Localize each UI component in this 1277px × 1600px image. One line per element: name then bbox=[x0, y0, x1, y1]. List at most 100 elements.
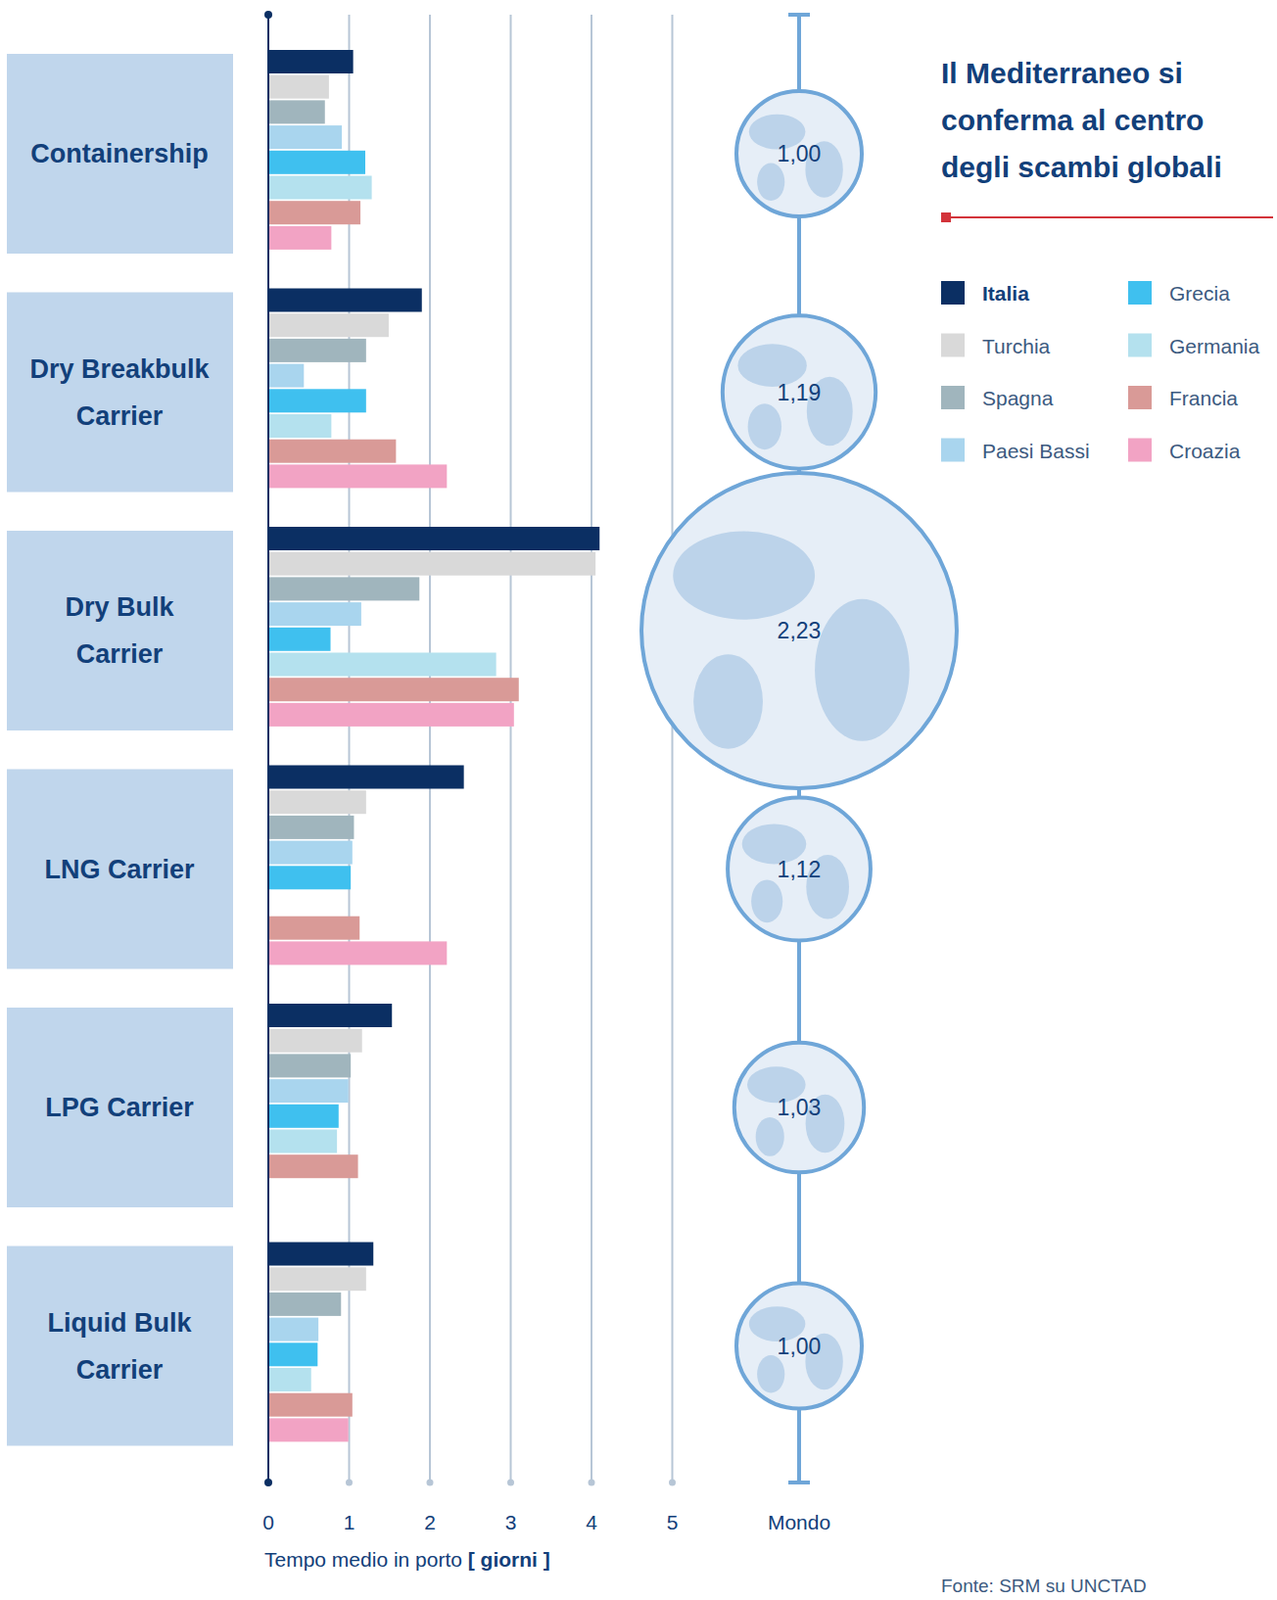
bar bbox=[268, 439, 396, 464]
tick-label: 5 bbox=[666, 1511, 679, 1534]
bar bbox=[268, 200, 361, 225]
bar bbox=[268, 99, 326, 124]
bar bbox=[268, 865, 351, 890]
bar bbox=[268, 790, 367, 814]
bar bbox=[268, 1003, 392, 1028]
tick-dot bbox=[507, 1479, 515, 1487]
legend-swatch bbox=[941, 281, 965, 305]
bar bbox=[268, 653, 497, 677]
bar bbox=[268, 1242, 374, 1267]
tick-label: 3 bbox=[505, 1511, 518, 1534]
title-rule-marker bbox=[941, 212, 951, 223]
bar bbox=[268, 464, 447, 488]
legend-label: Italia bbox=[982, 282, 1030, 305]
grid-line bbox=[428, 14, 431, 1483]
category-label: Dry BulkCarrier bbox=[64, 592, 175, 669]
bar bbox=[268, 916, 360, 941]
legend-label: Croazia bbox=[1169, 439, 1241, 463]
category-label: Dry BreakbulkCarrier bbox=[29, 354, 210, 431]
grid-line bbox=[590, 14, 593, 1483]
data-label: 1,03 bbox=[777, 1094, 822, 1121]
globe-land bbox=[756, 1117, 785, 1157]
bar bbox=[268, 364, 304, 388]
globe-land bbox=[814, 599, 910, 742]
bar bbox=[268, 526, 600, 551]
bar bbox=[268, 677, 520, 702]
category-label: Liquid BulkCarrier bbox=[47, 1308, 193, 1385]
bar bbox=[268, 627, 332, 652]
category-box bbox=[6, 530, 234, 731]
axis-line bbox=[267, 14, 270, 1483]
globe bbox=[641, 472, 957, 789]
reference-cap bbox=[788, 1480, 810, 1485]
data-label: 1,12 bbox=[777, 856, 822, 883]
globe bbox=[736, 1283, 862, 1410]
legend-swatch bbox=[1128, 385, 1152, 410]
globe bbox=[734, 1042, 864, 1173]
grid-line bbox=[671, 14, 674, 1483]
category-box bbox=[6, 1246, 234, 1447]
bar bbox=[268, 765, 465, 790]
bar bbox=[268, 703, 515, 727]
globe bbox=[727, 798, 871, 942]
legend-label: Paesi Bassi bbox=[982, 439, 1090, 463]
tick-label: 4 bbox=[585, 1511, 598, 1534]
axis-title: Tempo medio in porto [ giorni ] bbox=[264, 1548, 551, 1571]
legend-label: Germania bbox=[1169, 334, 1261, 358]
legend-swatch bbox=[941, 333, 965, 358]
axis-dot bbox=[264, 1478, 273, 1487]
bar bbox=[268, 841, 353, 865]
bar bbox=[268, 1393, 353, 1418]
data-label: 1,19 bbox=[777, 379, 822, 406]
legend-swatch bbox=[1128, 281, 1152, 305]
reference-circle bbox=[736, 91, 862, 217]
bar bbox=[268, 1079, 349, 1103]
title: Il Mediterraneo siconferma al centrodegl… bbox=[941, 56, 1223, 184]
category-label: LNG Carrier bbox=[44, 854, 195, 885]
bar bbox=[268, 313, 389, 337]
tick-label: 0 bbox=[262, 1511, 275, 1534]
tick-label: 1 bbox=[343, 1511, 356, 1534]
bar bbox=[268, 75, 330, 99]
data-label: 1,00 bbox=[777, 141, 822, 167]
bar bbox=[268, 1130, 337, 1154]
bar bbox=[268, 226, 332, 250]
reference-circle bbox=[736, 1283, 862, 1410]
bar bbox=[268, 176, 373, 200]
legend-label: Grecia bbox=[1169, 282, 1230, 305]
bar bbox=[268, 1292, 341, 1317]
source: Fonte: SRM su UNCTAD bbox=[941, 1575, 1147, 1597]
legend-swatch bbox=[941, 385, 965, 410]
tick-dot bbox=[668, 1479, 676, 1487]
legend-label: Spagna bbox=[982, 386, 1054, 410]
reference-circle bbox=[722, 315, 876, 469]
reference-circle bbox=[727, 798, 871, 942]
bar bbox=[268, 414, 332, 438]
bar bbox=[268, 552, 596, 576]
bar bbox=[268, 150, 366, 175]
legend-label: Francia bbox=[1169, 386, 1238, 410]
bar bbox=[268, 1318, 319, 1342]
tick-dot bbox=[345, 1479, 353, 1487]
chart: Containership Dry BreakbulkCarrier Dry Bul… bbox=[0, 0, 1277, 1600]
bar bbox=[268, 125, 342, 149]
bar bbox=[268, 49, 354, 74]
globe-land bbox=[756, 1355, 785, 1393]
globe bbox=[722, 315, 876, 469]
category-box bbox=[6, 1007, 234, 1208]
legend-swatch bbox=[1128, 438, 1152, 463]
data-label: 2,23 bbox=[777, 617, 822, 644]
bar bbox=[268, 1418, 349, 1442]
axis-dot bbox=[264, 10, 273, 19]
bar bbox=[268, 602, 362, 626]
bar bbox=[268, 1053, 351, 1078]
reference-circle bbox=[734, 1042, 864, 1173]
title-rule bbox=[945, 216, 1274, 219]
tick-dot bbox=[426, 1479, 434, 1487]
globe-land bbox=[748, 403, 782, 450]
bar bbox=[268, 1104, 339, 1129]
legend-swatch bbox=[1128, 333, 1152, 358]
category-label: Containership bbox=[30, 139, 209, 169]
bar bbox=[268, 388, 367, 413]
grid-line bbox=[510, 14, 513, 1483]
